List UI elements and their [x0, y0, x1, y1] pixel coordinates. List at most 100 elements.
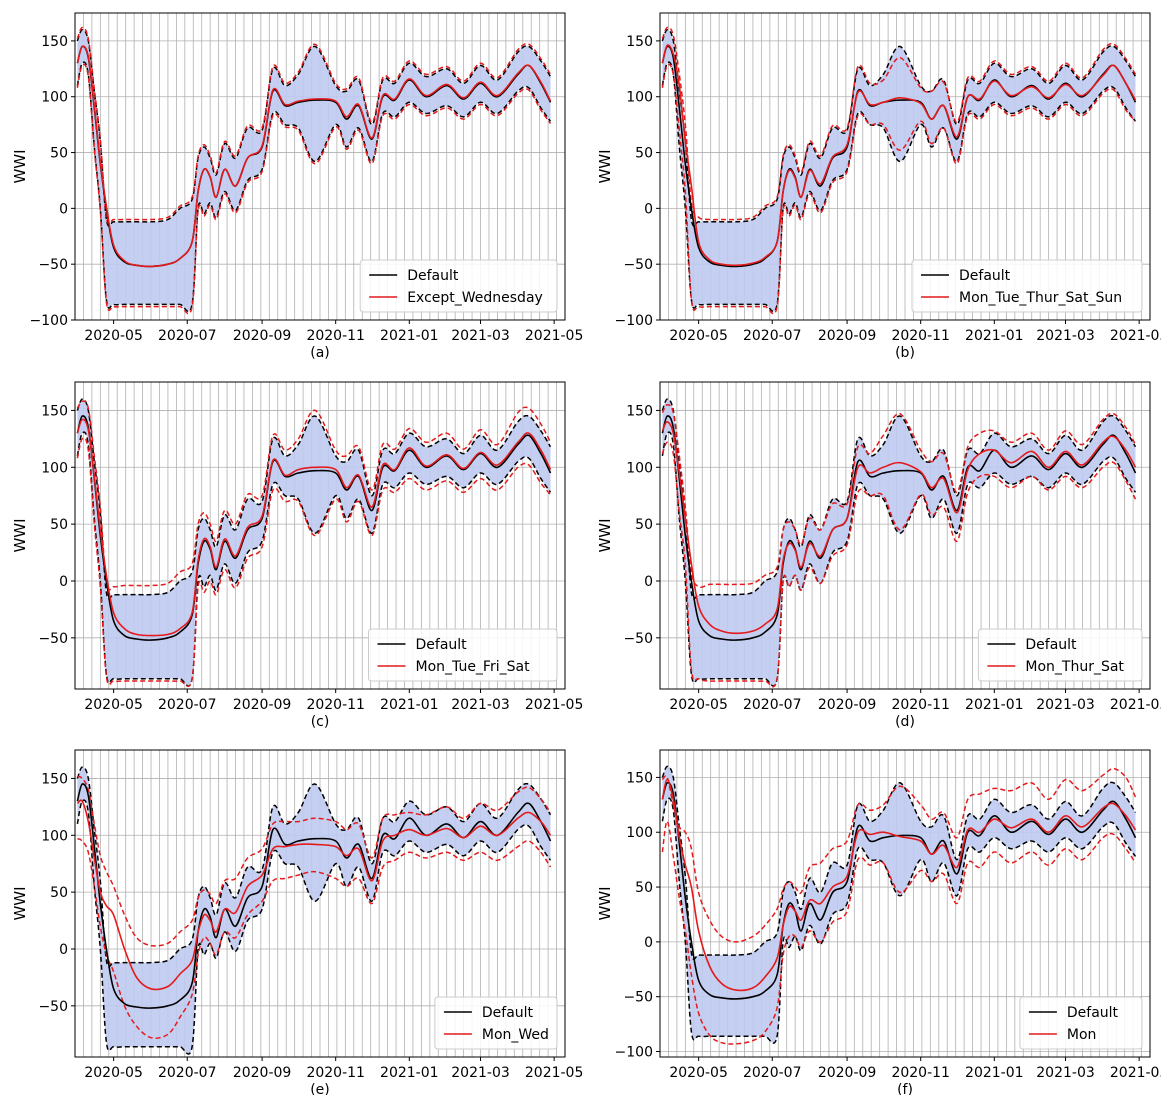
- x-tick-label: 2021-01: [380, 1065, 439, 1081]
- legend-entry: Mon_Thur_Sat: [1025, 659, 1124, 675]
- y-tick-label: 150: [41, 771, 68, 787]
- band-lower-variant: [76, 63, 552, 315]
- y-tick-label: 0: [644, 201, 653, 217]
- band-upper-variant: [661, 767, 1137, 943]
- chart-panel: −50 0 50 100 150 2020-05 2020-07 2020-09 2020-11…: [11, 381, 583, 730]
- band-upper-default: [76, 28, 552, 227]
- y-tick-label: 0: [644, 935, 653, 951]
- y-tick-label: 0: [59, 942, 68, 958]
- band-upper-default: [76, 398, 552, 600]
- band-lower-variant: [661, 63, 1137, 315]
- y-tick-label: 50: [635, 880, 653, 896]
- legend: Default Mon_Tue_Fri_Sat: [368, 628, 558, 682]
- legend-box: [359, 259, 558, 313]
- band-lower-variant: [77, 837, 552, 1039]
- y-tick-label: 50: [635, 146, 653, 162]
- y-tick-label: −50: [623, 990, 653, 1006]
- legend-entry: Mon: [1067, 1027, 1097, 1043]
- series-line-variant: [76, 799, 552, 991]
- band-upper-default: [661, 765, 1137, 960]
- x-tick-label: 2021-01: [965, 1065, 1024, 1081]
- panel-label: (d): [895, 714, 915, 730]
- y-tick-label: −50: [38, 257, 68, 273]
- axes-frame: [659, 381, 1151, 690]
- band-lower-default: [661, 431, 1137, 687]
- y-axis-label: WWI: [596, 886, 614, 920]
- legend-entry: Default: [416, 637, 468, 653]
- series-line-variant: [76, 418, 552, 637]
- chart-panel: −50 0 50 100 150 2020-05 2020-07 2020-09 2020-11…: [11, 749, 584, 1095]
- legend: Default Mon_Tue_Thur_Sat_Sun: [911, 259, 1143, 313]
- y-tick-label: 0: [59, 201, 68, 217]
- legend: Default Mon: [1019, 996, 1143, 1050]
- band-upper-default: [661, 398, 1137, 600]
- legend-entry: Default: [959, 268, 1011, 284]
- legend-entry: Mon_Wed: [482, 1027, 549, 1043]
- band-upper-default: [76, 766, 552, 968]
- x-tick-label: 2021-03: [1036, 697, 1095, 713]
- x-tick-label: 2020-07: [743, 328, 802, 344]
- y-tick-label: 50: [50, 885, 68, 901]
- legend-entry: Default: [1025, 637, 1077, 653]
- band-upper-variant: [661, 403, 1137, 589]
- legend-box: [977, 628, 1143, 682]
- band-lower-default: [76, 799, 552, 1055]
- x-tick-label: 2021-05: [525, 1065, 584, 1081]
- x-tick-label: 2021-05: [1110, 697, 1161, 713]
- y-tick-label: 100: [626, 825, 653, 841]
- y-tick-label: −50: [623, 631, 653, 647]
- x-tick-label: 2020-05: [669, 328, 728, 344]
- legend-box: [1019, 996, 1143, 1050]
- legend: Default Except_Wednesday: [359, 259, 558, 313]
- band-lower-variant: [661, 820, 1137, 1045]
- panel-label: (f): [897, 1082, 913, 1095]
- x-tick-label: 2020-05: [84, 697, 143, 713]
- axes-frame: [659, 12, 1151, 321]
- x-tick-label: 2021-03: [451, 697, 510, 713]
- y-tick-label: 50: [635, 517, 653, 533]
- y-tick-label: −100: [615, 313, 653, 329]
- x-tick-label: 2020-11: [891, 328, 950, 344]
- band-lower-variant: [661, 441, 1137, 688]
- y-tick-label: 50: [50, 517, 68, 533]
- x-tick-label: 2020-09: [233, 697, 292, 713]
- band-upper-default: [661, 28, 1137, 227]
- x-tick-label: 2020-09: [233, 328, 292, 344]
- legend-box: [911, 259, 1143, 313]
- axes-frame: [74, 749, 566, 1058]
- y-axis-label: WWI: [11, 149, 29, 183]
- x-tick-label: 2020-09: [818, 697, 877, 713]
- x-tick-label: 2020-11: [306, 328, 365, 344]
- axes-frame: [659, 749, 1151, 1058]
- series-line-variant: [661, 44, 1137, 267]
- plot-area: [76, 766, 552, 1055]
- chart-panel: −100 −50 0 50 100 150 2020-05 2020-07 2020-09 202…: [596, 749, 1161, 1095]
- y-tick-label: −50: [623, 257, 653, 273]
- panel-label: (e): [310, 1082, 330, 1095]
- x-tick-label: 2021-05: [525, 328, 584, 344]
- y-tick-label: −50: [38, 999, 68, 1015]
- y-tick-label: 100: [41, 460, 68, 476]
- y-tick-label: 150: [41, 403, 68, 419]
- series-line-default: [76, 783, 552, 1009]
- y-axis-label: WWI: [11, 886, 29, 920]
- x-tick-label: 2020-07: [158, 328, 217, 344]
- x-tick-label: 2020-09: [818, 328, 877, 344]
- legend-entry: Default: [482, 1005, 534, 1021]
- x-tick-label: 2021-05: [1110, 1065, 1161, 1081]
- y-tick-label: 0: [59, 574, 68, 590]
- x-tick-label: 2021-01: [380, 697, 439, 713]
- x-tick-label: 2020-07: [158, 1065, 217, 1081]
- plot-area: [76, 398, 552, 688]
- series-line-default: [661, 781, 1137, 1000]
- x-tick-label: 2020-11: [891, 697, 950, 713]
- plot-area: [661, 26, 1137, 315]
- legend-entry: Mon_Tue_Fri_Sat: [416, 659, 531, 675]
- x-tick-label: 2020-09: [818, 1065, 877, 1081]
- x-tick-label: 2020-05: [84, 328, 143, 344]
- plot-area: [661, 398, 1137, 688]
- x-tick-label: 2020-11: [306, 1065, 365, 1081]
- x-tick-label: 2021-05: [1110, 328, 1161, 344]
- x-tick-label: 2021-03: [1036, 1065, 1095, 1081]
- y-tick-label: 100: [626, 460, 653, 476]
